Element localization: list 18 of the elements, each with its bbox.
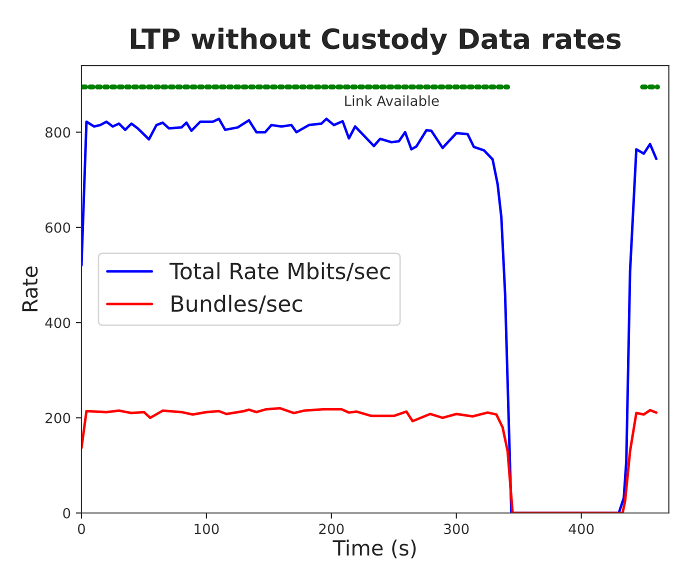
y-tick-label: 600 <box>46 222 70 233</box>
y-tick-label: 800 <box>45 127 70 138</box>
series-label: Link Available <box>345 95 439 106</box>
x-axis-title: Time (s) <box>332 540 416 558</box>
legend-label: Total Rate Mbits/sec <box>170 262 390 282</box>
y-tick-label: 200 <box>46 412 70 424</box>
line-series <box>81 407 658 513</box>
chart-title: LTP without Custody Data rates <box>130 28 621 55</box>
x-tick-label: 0 <box>78 524 85 534</box>
y-axis-title: Rate <box>22 266 38 312</box>
y-tick-label: 400 <box>45 318 70 328</box>
x-tick-label: 400 <box>568 524 594 534</box>
y-tick-label: 0 <box>63 508 70 518</box>
x-tick-label: 100 <box>194 524 219 534</box>
x-tick-label: 300 <box>444 524 469 534</box>
legend-label: Bundles/sec <box>172 294 302 314</box>
x-tick-label: 200 <box>319 524 344 534</box>
line-series <box>81 118 658 513</box>
